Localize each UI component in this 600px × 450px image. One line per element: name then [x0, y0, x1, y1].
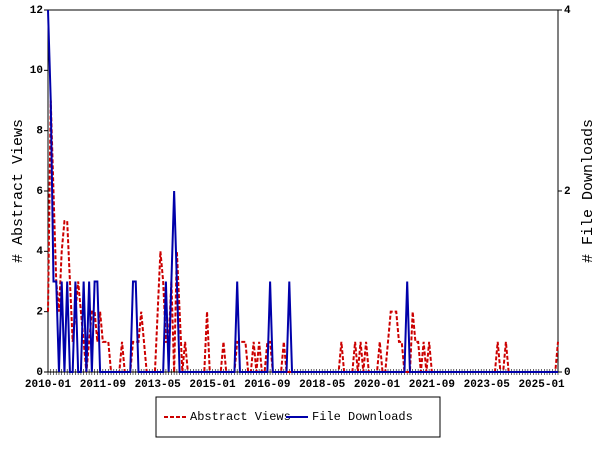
y2-tick-label: 0: [564, 367, 571, 379]
x-tick-label: 2013-05: [135, 379, 182, 391]
x-tick-label: 2023-05: [464, 379, 511, 391]
y2-axis-label: # File Downloads: [580, 119, 597, 263]
y-tick-label: 2: [36, 307, 43, 319]
y-axis-label: # Abstract Views: [10, 119, 27, 263]
plot-frame: [47, 9, 559, 373]
y-tick-label: 12: [30, 5, 43, 17]
series-line: [47, 9, 558, 373]
x-tick-label: 2011-09: [80, 379, 126, 391]
x-tick-label: 2020-01: [354, 379, 401, 391]
y-tick-label: 4: [36, 246, 43, 258]
legend-label: Abstract Views: [190, 410, 291, 424]
x-tick-label: 2015-01: [189, 379, 236, 391]
y-tick-label: 6: [36, 186, 43, 198]
x-tick-label: 2025-01: [518, 379, 565, 391]
y-tick-label: 0: [36, 367, 43, 379]
x-tick-label: 2016-09: [244, 379, 290, 391]
y-tick-label: 10: [30, 65, 43, 77]
x-tick-label: 2010-01: [25, 379, 72, 391]
series-line: [47, 100, 559, 373]
x-tick-label: 2021-09: [409, 379, 455, 391]
y2-tick-label: 2: [564, 186, 571, 198]
x-tick-label: 2018-05: [299, 379, 346, 391]
y2-tick-label: 4: [564, 5, 571, 17]
y-tick-label: 8: [36, 126, 43, 138]
legend-label: File Downloads: [312, 410, 413, 424]
